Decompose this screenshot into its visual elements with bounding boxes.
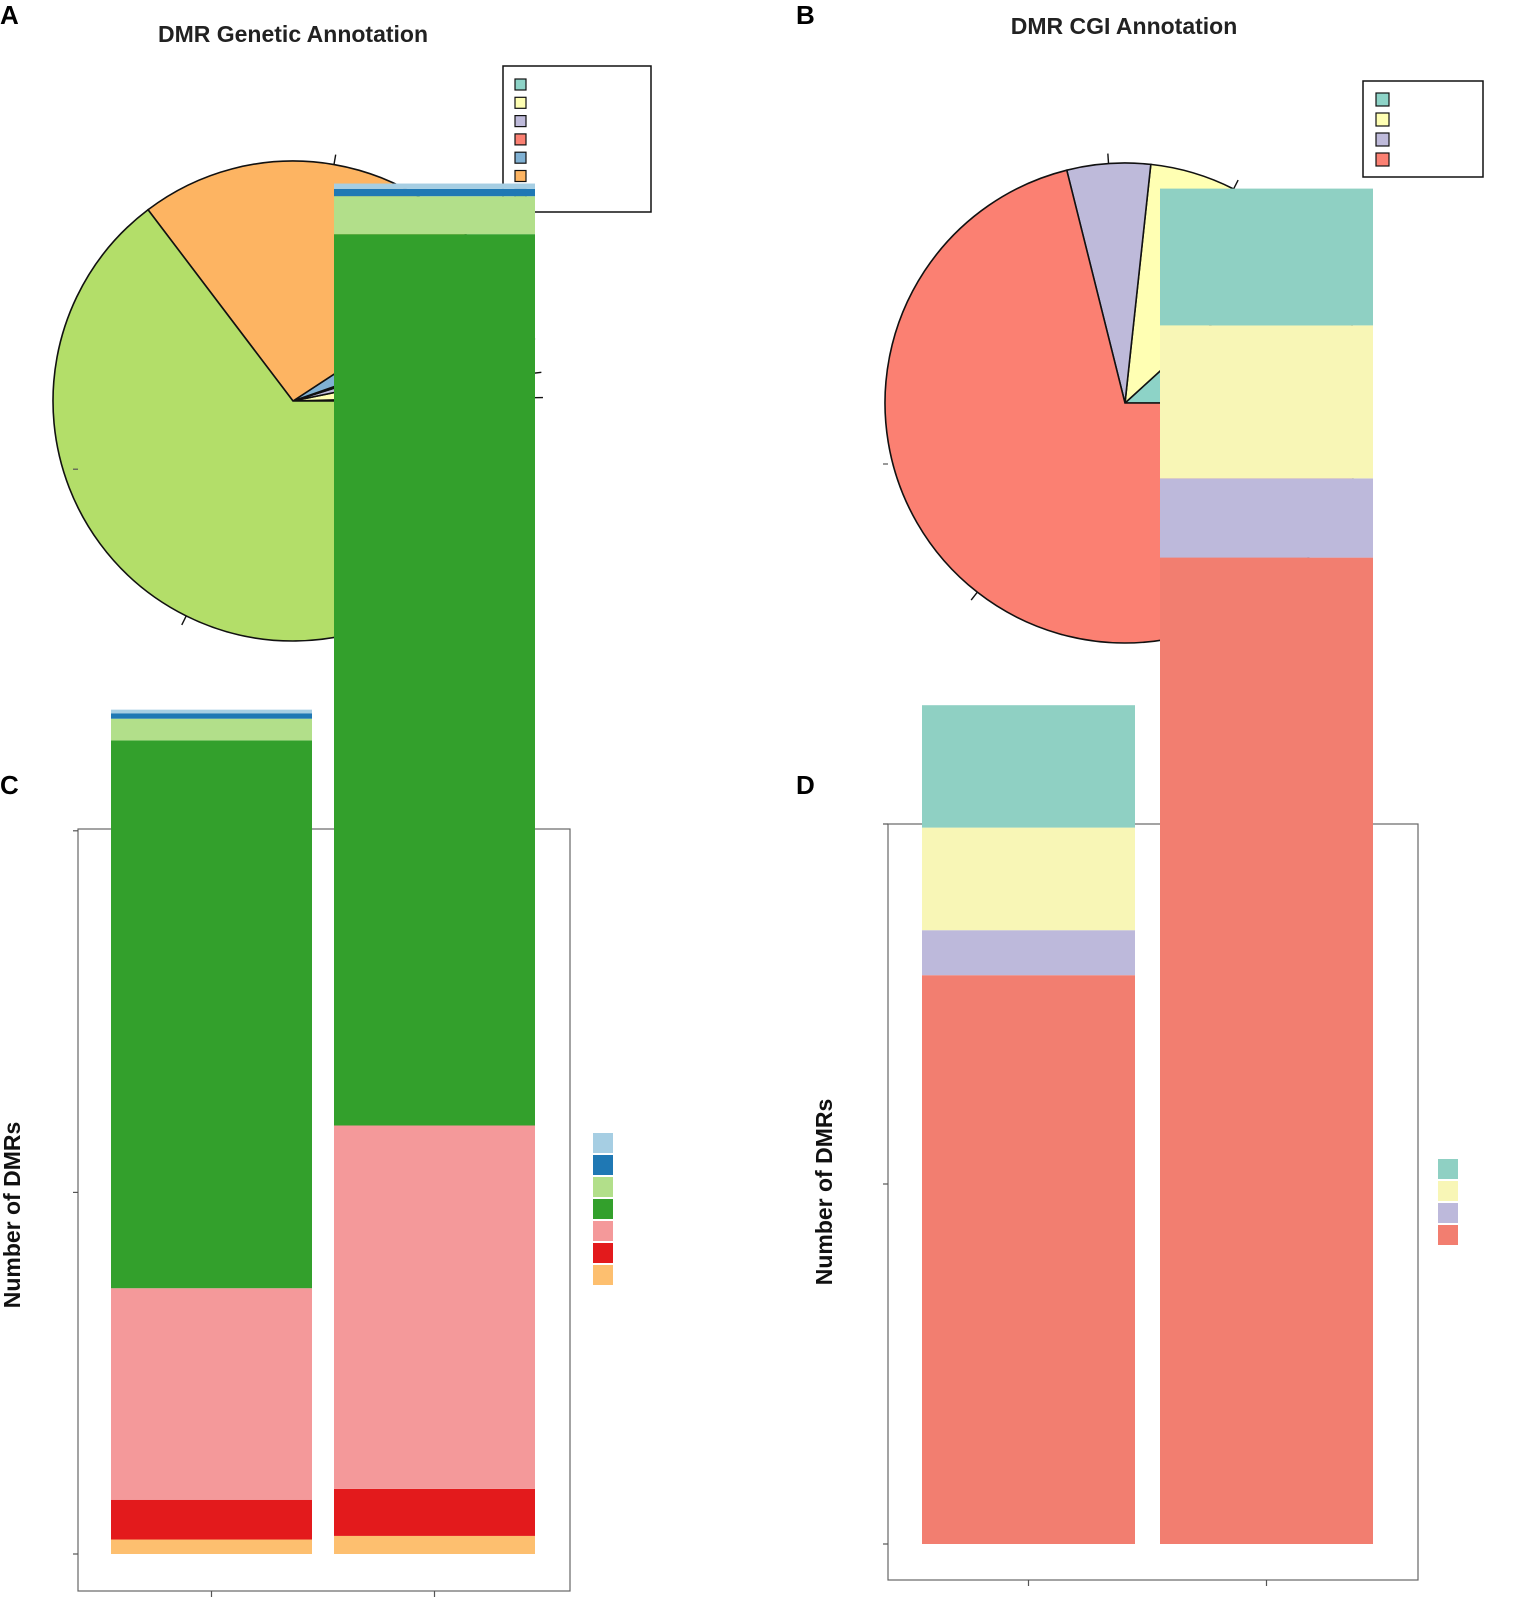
panel-letter-a: A: [0, 0, 19, 30]
bar-hypomethylated-opensea: [1160, 557, 1373, 1544]
bar-hypermethylated-shelf: [922, 930, 1135, 976]
bars: [111, 183, 535, 1554]
label-leader: [333, 154, 337, 165]
bar-hypermethylated-intron: [111, 1288, 312, 1500]
x-axis-categories: [210, 1591, 436, 1597]
bar-hypomethylated-tts: [334, 1535, 535, 1554]
label-leader: [1107, 153, 1110, 164]
bar-hypermethylated-5-utr: [111, 713, 312, 719]
legend-swatch-5-utr: [514, 78, 527, 91]
chart-title: DMR CGI Annotation: [1011, 13, 1238, 39]
bar-hypermethylated-opensea: [922, 975, 1135, 1544]
legend-swatch-promoter-tss: [593, 1243, 613, 1263]
y-axis-label: Number of DMRs: [0, 1122, 25, 1309]
bar-hypermethylated-island: [922, 705, 1135, 828]
bar-hypermethylated-exon: [111, 718, 312, 741]
legend-swatch-3-utr: [514, 133, 527, 146]
legend-swatch-shelf: [1375, 132, 1390, 147]
bar-hypermethylated-promoter-tss: [111, 1499, 312, 1540]
bar-hypomethylated-shore: [1160, 325, 1373, 479]
legend-swatch-island: [1375, 92, 1390, 107]
bar-hypomethylated-exon: [334, 196, 535, 235]
legend-swatch-tts: [514, 114, 527, 128]
y-axis-ticks: [883, 463, 888, 1545]
panel-letter-d: D: [796, 770, 815, 800]
bar-hypomethylated-promoter-tss: [334, 1488, 535, 1536]
legend: [514, 78, 527, 201]
bar-hypermethylated-shore: [922, 827, 1135, 931]
label-leader: [181, 615, 187, 626]
legend-swatch-opensea: [1438, 1225, 1458, 1245]
bar-hypomethylated-5-utr: [334, 188, 535, 197]
legend-swatch-5-utr: [593, 1155, 613, 1175]
stacked-bar-cgi: Number of DMRs: [811, 188, 1458, 1586]
legend-swatch-shore: [1375, 112, 1390, 127]
legend-swatch-intron: [514, 169, 527, 183]
bar-hypomethylated-intron: [334, 1125, 535, 1489]
bar-hypomethylated-island: [1160, 188, 1373, 326]
legend-swatch-shore: [1438, 1181, 1458, 1201]
bar-hypermethylated-intergenic: [111, 740, 312, 1289]
legend-swatch-promoter-tss: [514, 151, 527, 164]
legend-swatch-exon: [593, 1177, 613, 1197]
bar-hypermethylated-3-utr: [111, 709, 312, 714]
bar-hypomethylated-shelf: [1160, 478, 1373, 558]
y-axis-ticks: [73, 468, 78, 1555]
legend-swatch-shelf: [1438, 1203, 1458, 1223]
bar-hypomethylated-intergenic: [334, 234, 535, 1126]
legend-swatch-intron: [593, 1221, 613, 1241]
legend-swatch-exon: [514, 96, 527, 109]
x-axis-categories: [1027, 1580, 1268, 1586]
legend-swatch-3-utr: [593, 1133, 613, 1153]
bars: [922, 188, 1373, 1544]
legend: [1438, 1159, 1458, 1245]
legend: [593, 1133, 613, 1285]
panel-letter-c: C: [0, 770, 19, 800]
legend-swatch-island: [1438, 1159, 1458, 1179]
panel-letter-b: B: [796, 0, 815, 30]
chart-title: DMR Genetic Annotation: [158, 21, 428, 47]
legend: [1375, 92, 1390, 167]
label-leader: [1232, 179, 1239, 190]
legend-swatch-tts: [593, 1265, 613, 1285]
y-axis-label: Number of DMRs: [811, 1099, 837, 1286]
legend-swatch-intergenic: [593, 1199, 613, 1219]
stacked-bar-genetic: Number of DMRs: [0, 183, 613, 1597]
bar-hypermethylated-tts: [111, 1539, 312, 1554]
label-leader: [970, 591, 978, 601]
bar-hypomethylated-3-utr: [334, 183, 535, 189]
legend-swatch-opensea: [1375, 152, 1390, 167]
